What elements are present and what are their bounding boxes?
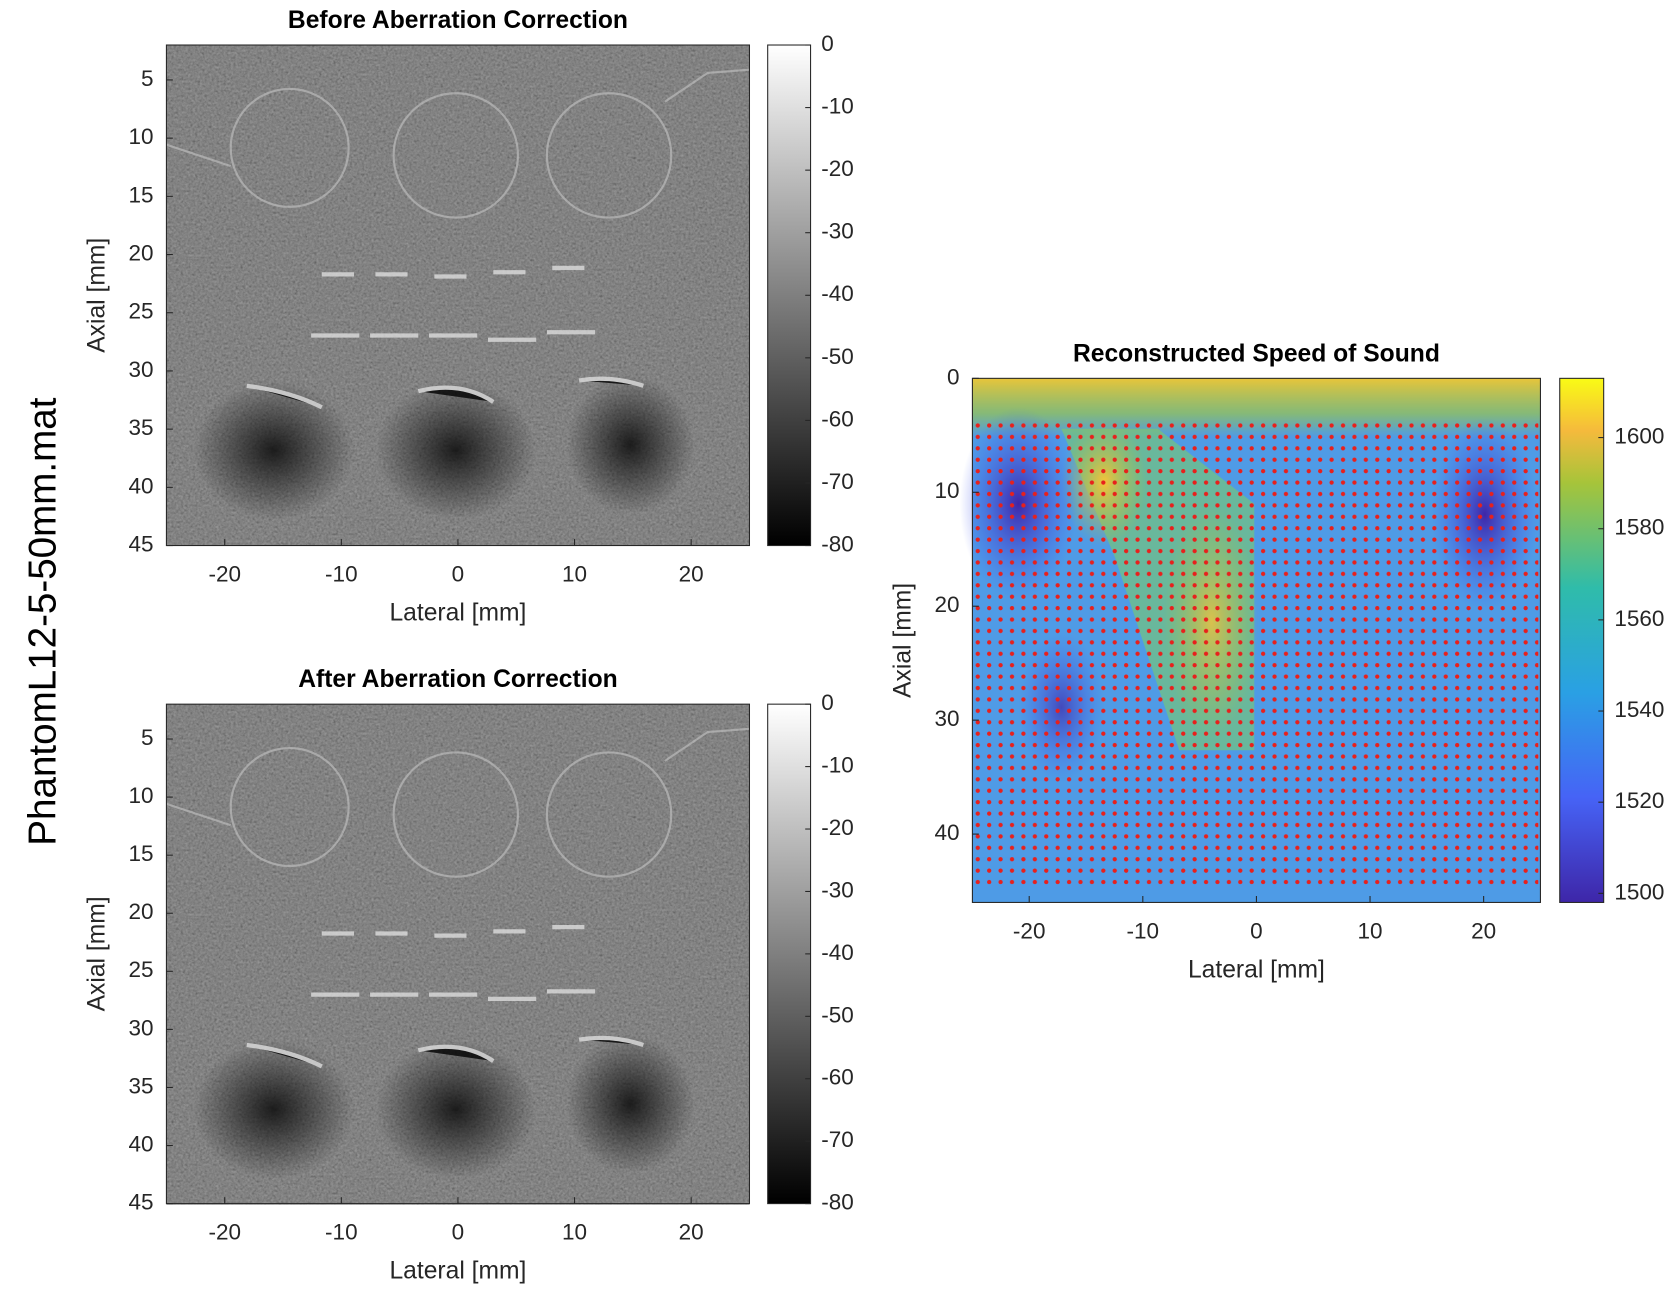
colorbar-tick-label: -70 — [821, 1127, 854, 1152]
y-tick-label: 45 — [129, 531, 154, 556]
y-tick-label: 10 — [935, 478, 960, 503]
x-tick-label: 10 — [562, 561, 587, 586]
y-tick-label: 5 — [141, 725, 154, 750]
colorbar — [1559, 377, 1605, 903]
colorbar-tick-label: -80 — [821, 1190, 854, 1215]
y-tick-label: 10 — [129, 783, 154, 808]
x-tick-label: -10 — [325, 561, 358, 586]
colorbar-tick-label: 1560 — [1614, 606, 1664, 631]
x-tick-label: 20 — [679, 1220, 704, 1245]
y-tick-label: 20 — [129, 240, 154, 265]
y-tick-label: 30 — [935, 706, 960, 731]
y-tick-label: 30 — [129, 357, 154, 382]
x-tick-label: 0 — [452, 1220, 465, 1245]
colorbar-tick-label: 0 — [821, 690, 834, 715]
colorbar-tick-label: -60 — [821, 1065, 854, 1090]
x-tick-label: -20 — [208, 561, 241, 586]
colorbar-tick-label: 1540 — [1614, 697, 1664, 722]
y-tick-label: 40 — [129, 473, 154, 498]
sos-image — [959, 378, 1541, 903]
axes-title: After Aberration Correction — [298, 666, 617, 693]
y-tick-label: 45 — [129, 1190, 154, 1215]
x-tick-label: -10 — [1127, 918, 1160, 943]
axes-title: Reconstructed Speed of Sound — [1073, 340, 1440, 367]
colorbar-tick-label: -50 — [821, 1002, 854, 1027]
bmode-image — [166, 45, 749, 546]
x-tick-label: -20 — [1013, 918, 1046, 943]
y-axis-label: Axial [mm] — [83, 238, 110, 353]
colorbar-tick-label: 0 — [821, 31, 834, 56]
y-tick-label: 5 — [141, 66, 154, 91]
x-tick-label: 20 — [679, 561, 704, 586]
colorbar-tick-label: -20 — [821, 156, 854, 181]
colorbar-tick-label: 1580 — [1614, 515, 1664, 540]
y-tick-label: 15 — [129, 841, 154, 866]
y-axis-label: Axial [mm] — [889, 583, 916, 698]
x-axis-label: Lateral [mm] — [1188, 957, 1325, 984]
y-tick-label: 35 — [129, 1073, 154, 1098]
colorbar-tick-label: -70 — [821, 469, 854, 494]
colorbar-tick-label: -80 — [821, 531, 854, 556]
axes-title: Before Aberration Correction — [288, 7, 628, 34]
colorbar-tick-label: -10 — [821, 94, 854, 119]
colorbar-tick-label: 1520 — [1614, 788, 1664, 813]
y-tick-label: 20 — [935, 592, 960, 617]
colorbar — [767, 44, 812, 547]
colorbar-tick-label: -40 — [821, 940, 854, 965]
x-axis-label: Lateral [mm] — [389, 1258, 526, 1285]
y-tick-label: 0 — [947, 364, 960, 389]
colorbar-tick-label: 1600 — [1614, 424, 1664, 449]
x-axis-label: Lateral [mm] — [389, 600, 526, 627]
y-tick-label: 25 — [129, 299, 154, 324]
colorbar-tick-label: -30 — [821, 877, 854, 902]
y-axis-label: Axial [mm] — [83, 896, 110, 1011]
colorbar-tick-label: -40 — [821, 281, 854, 306]
colorbar-tick-label: -10 — [821, 753, 854, 778]
colorbar-tick-label: -50 — [821, 344, 854, 369]
x-tick-label: -10 — [325, 1220, 358, 1245]
y-tick-label: 40 — [935, 820, 960, 845]
x-tick-label: -20 — [208, 1220, 241, 1245]
y-tick-label: 35 — [129, 415, 154, 440]
x-tick-label: 20 — [1471, 918, 1496, 943]
figure-title: PhantomL12-5-50mm.mat — [21, 397, 64, 845]
x-tick-label: 0 — [1250, 918, 1263, 943]
colorbar-tick-label: -20 — [821, 815, 854, 840]
y-tick-label: 15 — [129, 182, 154, 207]
bmode-image — [166, 704, 749, 1205]
y-tick-label: 30 — [129, 1015, 154, 1040]
y-tick-label: 25 — [129, 957, 154, 982]
colorbar-tick-label: 1500 — [1614, 879, 1664, 904]
x-tick-label: 10 — [562, 1220, 587, 1245]
x-tick-label: 10 — [1358, 918, 1383, 943]
y-tick-label: 40 — [129, 1131, 154, 1156]
colorbar-tick-label: -60 — [821, 406, 854, 431]
y-tick-label: 10 — [129, 124, 154, 149]
x-tick-label: 0 — [452, 561, 465, 586]
colorbar-tick-label: -30 — [821, 219, 854, 244]
colorbar — [767, 703, 812, 1205]
y-tick-label: 20 — [129, 899, 154, 924]
